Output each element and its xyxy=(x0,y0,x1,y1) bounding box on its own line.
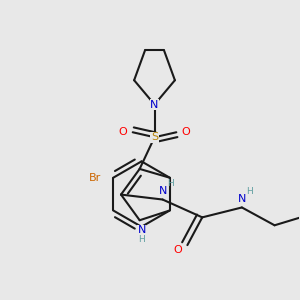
Text: H: H xyxy=(246,187,253,196)
Text: N: N xyxy=(158,186,167,196)
Text: S: S xyxy=(151,132,158,142)
Text: O: O xyxy=(118,127,127,137)
Text: O: O xyxy=(182,127,190,137)
Text: N: N xyxy=(150,100,159,110)
Text: Br: Br xyxy=(89,173,101,183)
Text: O: O xyxy=(173,245,182,255)
Text: N: N xyxy=(238,194,246,203)
Text: H: H xyxy=(138,235,145,244)
Text: N: N xyxy=(137,225,146,235)
Text: H: H xyxy=(167,179,174,188)
